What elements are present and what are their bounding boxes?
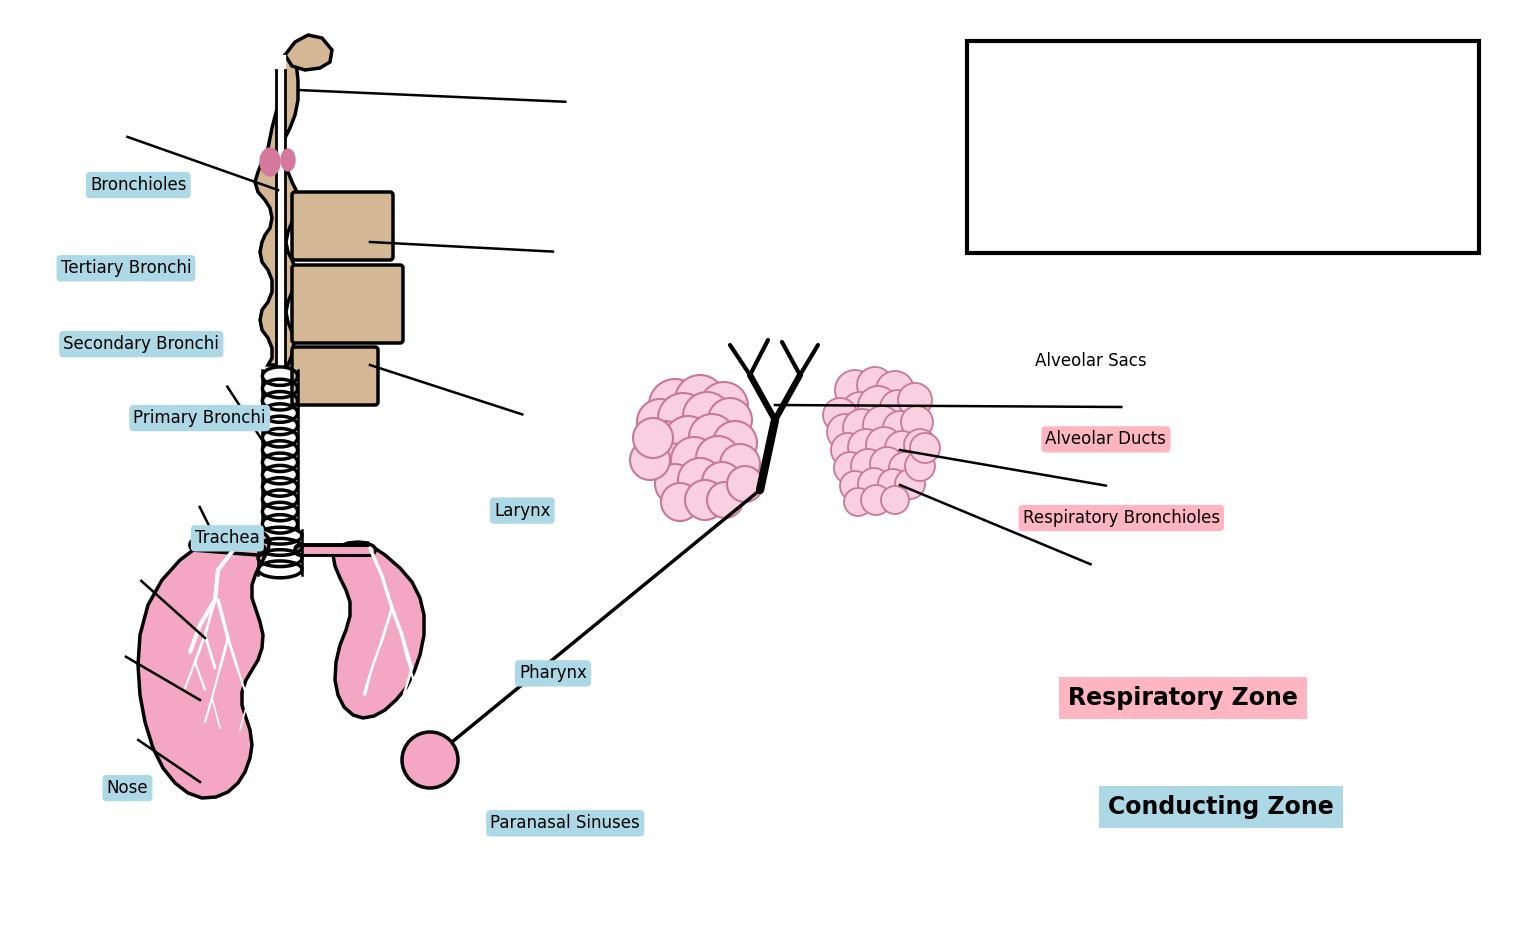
Circle shape — [879, 469, 908, 499]
Circle shape — [707, 482, 743, 518]
Text: Nose: Nose — [106, 779, 149, 797]
Circle shape — [905, 429, 935, 461]
Circle shape — [883, 411, 917, 445]
Circle shape — [671, 437, 717, 483]
Circle shape — [899, 383, 932, 417]
Ellipse shape — [260, 148, 280, 176]
Circle shape — [696, 436, 740, 480]
Circle shape — [700, 382, 748, 430]
Text: Primary Bronchi: Primary Bronchi — [134, 409, 266, 427]
FancyBboxPatch shape — [292, 265, 402, 343]
Text: Alveolar Sacs: Alveolar Sacs — [1035, 352, 1146, 370]
Circle shape — [664, 416, 713, 464]
Circle shape — [880, 390, 915, 426]
FancyBboxPatch shape — [968, 41, 1479, 253]
Circle shape — [834, 452, 866, 484]
Circle shape — [905, 451, 935, 481]
Circle shape — [633, 418, 673, 458]
Circle shape — [650, 443, 691, 485]
Polygon shape — [138, 531, 270, 798]
Circle shape — [848, 429, 885, 465]
Text: Respiratory Bronchioles: Respiratory Bronchioles — [1023, 509, 1220, 527]
Circle shape — [859, 468, 889, 500]
Circle shape — [902, 406, 932, 438]
Text: Respiratory Zone: Respiratory Zone — [1068, 686, 1298, 710]
Circle shape — [637, 399, 684, 445]
Circle shape — [654, 464, 694, 504]
Circle shape — [885, 431, 919, 465]
Ellipse shape — [281, 149, 295, 171]
Circle shape — [826, 414, 863, 450]
Circle shape — [823, 398, 857, 432]
Circle shape — [863, 406, 902, 444]
Circle shape — [840, 471, 869, 501]
Circle shape — [650, 379, 700, 431]
Circle shape — [851, 449, 885, 483]
Circle shape — [866, 427, 902, 463]
Text: Bronchioles: Bronchioles — [91, 176, 186, 194]
Circle shape — [869, 447, 905, 481]
Circle shape — [684, 392, 731, 440]
Circle shape — [831, 433, 865, 467]
Circle shape — [727, 466, 763, 502]
Circle shape — [842, 392, 879, 428]
Circle shape — [895, 469, 925, 499]
FancyBboxPatch shape — [292, 347, 378, 405]
Circle shape — [657, 393, 708, 443]
Circle shape — [644, 421, 687, 465]
Circle shape — [857, 367, 892, 403]
Polygon shape — [255, 50, 332, 365]
Text: Secondary Bronchi: Secondary Bronchi — [63, 335, 220, 353]
Circle shape — [720, 444, 760, 484]
Circle shape — [630, 440, 670, 480]
Circle shape — [713, 421, 757, 465]
Circle shape — [674, 375, 725, 425]
Circle shape — [843, 488, 872, 516]
Circle shape — [859, 386, 899, 426]
Circle shape — [882, 486, 909, 514]
Circle shape — [862, 485, 891, 515]
Polygon shape — [286, 35, 332, 70]
Circle shape — [843, 409, 882, 447]
Text: Larynx: Larynx — [495, 501, 550, 520]
Text: Tertiary Bronchi: Tertiary Bronchi — [61, 259, 190, 277]
Text: Conducting Zone: Conducting Zone — [1109, 795, 1333, 819]
Polygon shape — [333, 542, 424, 718]
Circle shape — [909, 433, 940, 463]
Circle shape — [889, 452, 922, 484]
Circle shape — [876, 371, 914, 409]
Circle shape — [702, 462, 742, 502]
Text: Paranasal Sinuses: Paranasal Sinuses — [490, 814, 641, 832]
Circle shape — [660, 483, 699, 521]
Circle shape — [690, 414, 736, 460]
FancyBboxPatch shape — [292, 192, 393, 260]
Circle shape — [836, 370, 876, 410]
Text: Trachea: Trachea — [195, 529, 260, 548]
Circle shape — [708, 398, 753, 442]
Circle shape — [402, 732, 458, 788]
Text: Alveolar Ducts: Alveolar Ducts — [1046, 430, 1166, 449]
Text: Pharynx: Pharynx — [519, 664, 587, 683]
Circle shape — [677, 458, 722, 502]
Circle shape — [685, 480, 725, 520]
